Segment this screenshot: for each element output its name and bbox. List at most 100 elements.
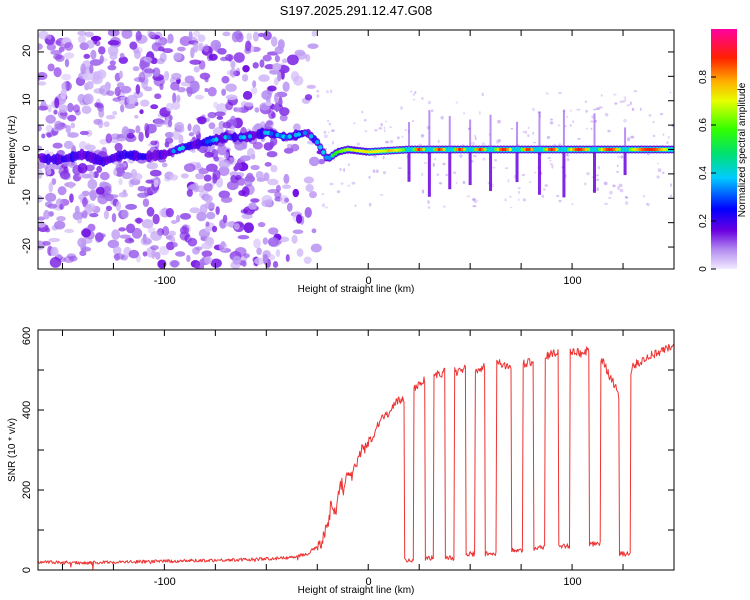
noise-speck [624, 98, 627, 102]
dropout-streak [537, 147, 541, 195]
noise-blob [275, 91, 288, 98]
noise-speck [383, 170, 386, 175]
spectrogram-ytick-label: -10 [21, 189, 33, 205]
band-peak [530, 147, 534, 152]
noise-blob [77, 237, 87, 248]
noise-blob [59, 170, 71, 180]
noise-speck [608, 197, 612, 199]
noise-blob [48, 237, 61, 243]
noise-speck [656, 175, 660, 179]
noise-speck [558, 91, 562, 94]
noise-speck [618, 183, 623, 188]
noise-speck [427, 206, 431, 209]
noise-blob [166, 241, 175, 251]
noise-blob [229, 68, 237, 78]
noise-blob [296, 248, 304, 257]
band-peak [640, 147, 645, 152]
noise-blob [292, 229, 304, 235]
noise-blob [47, 63, 55, 72]
noise-blob [307, 43, 319, 49]
noise-blob [97, 118, 104, 129]
dropout-streak [427, 147, 431, 197]
noise-blob [83, 93, 94, 105]
noise-blob [285, 254, 290, 262]
noise-blob [204, 87, 209, 93]
noise-blob [96, 165, 103, 173]
band-peak [607, 147, 611, 152]
noise-blob [50, 49, 62, 55]
noise-blob [241, 213, 253, 220]
noise-blob [256, 247, 262, 256]
band-peak [610, 147, 614, 152]
noise-blob [231, 31, 240, 43]
spectrogram-ticks [38, 30, 675, 269]
noise-blob [204, 201, 216, 210]
noise-blob [81, 105, 92, 115]
noise-speck [316, 90, 320, 93]
noise-speck [505, 167, 509, 169]
noise-blob [279, 236, 290, 243]
noise-speck [364, 130, 368, 133]
band-peak [422, 147, 426, 152]
noise-blob [225, 94, 238, 101]
band-core [535, 146, 540, 153]
noise-blob [242, 140, 248, 150]
noise-speck [462, 112, 466, 115]
snr-ytick-label: 400 [21, 401, 33, 419]
noise-blob [135, 217, 142, 224]
noise-speck [617, 155, 621, 158]
noise-speck [545, 92, 549, 95]
noise-blob [204, 226, 213, 232]
noise-speck [481, 92, 484, 97]
band-peak [653, 147, 657, 152]
band-core [428, 146, 433, 153]
noise-blob [72, 211, 84, 221]
noise-blob [234, 246, 247, 257]
noise-speck [340, 182, 344, 185]
noise-speck [517, 186, 521, 190]
band-core [226, 135, 231, 140]
noise-blob [242, 90, 253, 100]
noise-speck [329, 182, 334, 186]
noise-speck [609, 190, 613, 195]
band-peak [476, 147, 480, 152]
noise-speck [576, 108, 581, 111]
colorbar-tick-label: 0 [698, 266, 709, 272]
band-halo [45, 153, 52, 165]
noise-blob [49, 257, 62, 268]
dropout-streak [448, 116, 451, 150]
noise-blob [304, 207, 312, 218]
noise-blob [250, 198, 260, 203]
noise-speck [598, 106, 603, 109]
noise-blob [89, 59, 102, 66]
noise-speck [438, 182, 443, 185]
band-core [180, 145, 185, 150]
band-peak [631, 147, 635, 152]
noise-speck [339, 167, 342, 172]
band-core [590, 146, 595, 153]
noise-blob [44, 227, 51, 233]
noise-blob [216, 103, 228, 115]
band-peak [600, 147, 604, 152]
noise-blob [224, 221, 235, 227]
noise-blob [118, 70, 123, 79]
spectrogram-xtick-label: 0 [366, 275, 372, 287]
spectrogram-signal-band [39, 109, 674, 198]
noise-blob [167, 119, 173, 128]
noise-blob [67, 102, 74, 113]
noise-blob [45, 114, 56, 124]
noise-speck [667, 135, 670, 140]
noise-blob [126, 94, 138, 105]
noise-blob [203, 255, 213, 265]
noise-blob [293, 123, 301, 132]
noise-blob [225, 83, 237, 92]
noise-blob [243, 253, 250, 259]
noise-speck [556, 194, 560, 198]
noise-blob [241, 74, 249, 82]
noise-speck [596, 178, 600, 181]
noise-blob [234, 175, 242, 181]
band-peak [382, 149, 386, 153]
noise-blob [217, 144, 228, 156]
noise-blob [139, 109, 144, 115]
band-core [321, 150, 326, 155]
